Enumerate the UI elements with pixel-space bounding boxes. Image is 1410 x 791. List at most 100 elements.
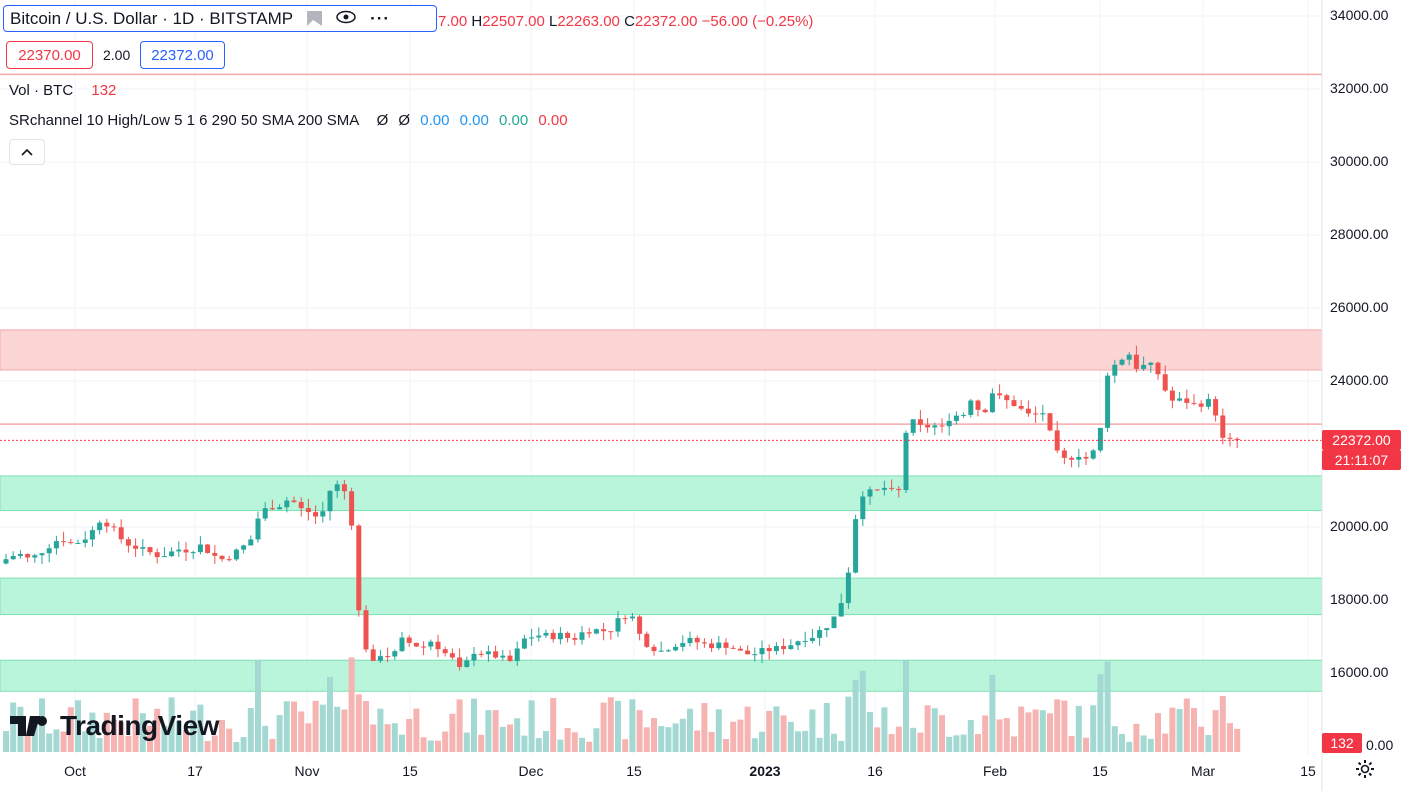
volume-bar (1176, 709, 1183, 752)
candle-body (255, 518, 261, 540)
candle-body (226, 559, 232, 561)
candle-body (493, 651, 499, 658)
spread-value: 2.00 (103, 47, 131, 63)
candle-body (61, 541, 67, 543)
candle-body (3, 559, 9, 564)
volume-bar (629, 699, 636, 752)
volume-bar (643, 727, 650, 752)
volume-bar (240, 737, 247, 752)
flag-icon[interactable] (307, 11, 323, 26)
volume-bar (89, 712, 96, 752)
volume-bar (751, 738, 758, 752)
price-axis-label: 16000.00 (1330, 664, 1389, 680)
candle-body (1148, 362, 1154, 365)
volume-bar (823, 702, 830, 752)
candle-body (341, 484, 347, 492)
volume-bar (82, 731, 89, 752)
volume-bar (384, 724, 391, 752)
candle-body (651, 646, 657, 652)
candle-body (392, 651, 398, 657)
time-axis-label: Nov (294, 763, 320, 779)
sell-price-button[interactable]: 22370.00 (6, 41, 93, 69)
buy-price-button[interactable]: 22372.00 (140, 41, 225, 69)
candle-body (608, 631, 614, 633)
volume-bar (1075, 705, 1082, 752)
volume-bar (1205, 734, 1212, 752)
candle-body (154, 552, 160, 558)
volume-bar (564, 728, 571, 752)
more-icon[interactable]: ··· (370, 8, 391, 28)
volume-bar (802, 730, 809, 752)
volume-bar (881, 707, 888, 752)
volume-bar (370, 724, 377, 752)
settings-gear-icon[interactable] (1355, 759, 1375, 785)
volume-bar (247, 707, 254, 752)
volume-bar (406, 719, 413, 752)
volume-bar (996, 719, 1003, 752)
volume-bar (1083, 737, 1089, 752)
volume-bar (255, 660, 261, 752)
volume-bar (1234, 728, 1241, 752)
volume-bar (190, 710, 197, 752)
candle-body (212, 552, 218, 556)
candle-body (716, 642, 722, 649)
candle-body (680, 643, 686, 647)
indicator-legend[interactable]: SRchannel 10 High/Low 5 1 6 290 50 SMA 2… (9, 112, 568, 129)
candle-body (759, 648, 765, 655)
candle-body (543, 632, 549, 636)
volume-bar (348, 657, 355, 752)
candle-body (111, 526, 117, 528)
volume-bar (269, 738, 276, 752)
candle-body (1141, 364, 1147, 369)
candle-body (349, 491, 355, 526)
candle-body (817, 630, 823, 638)
volume-bar (471, 698, 477, 752)
volume-bar (1169, 707, 1176, 752)
symbol-info[interactable]: Bitcoin / U.S. Dollar · 1D · BITSTAMP ··… (3, 5, 437, 32)
candle-body (536, 635, 542, 638)
volume-bar (46, 733, 53, 752)
candle-body (1162, 374, 1168, 391)
volume-bar (1025, 712, 1032, 752)
candle-body (104, 522, 110, 527)
volume-bar (175, 720, 182, 752)
candle-body (1119, 359, 1125, 365)
volume-bar (391, 723, 398, 752)
candle-body (1011, 400, 1017, 407)
candle-body (622, 618, 628, 620)
candle-body (125, 539, 131, 546)
candle-body (1018, 406, 1024, 409)
candle-body (1069, 457, 1075, 460)
candle-body (25, 554, 31, 558)
volume-bar (233, 741, 240, 752)
volume-bar (96, 737, 103, 752)
volume-bar (1212, 710, 1219, 752)
chevron-up-icon[interactable] (9, 139, 45, 165)
volume-bar (1183, 698, 1190, 752)
ohlc-values: 7.00 H22507.00 L22263.00 C22372.00 −56.0… (438, 13, 814, 30)
volume-bar (226, 728, 233, 752)
candle-body (205, 544, 211, 553)
eye-icon[interactable] (336, 9, 356, 29)
bar-countdown: 21:11:07 (1322, 450, 1401, 470)
volume-bar (319, 704, 326, 752)
volume-bar (283, 701, 290, 752)
candle-body (975, 400, 981, 410)
volume-bar (528, 700, 535, 752)
candle-body (781, 646, 787, 650)
candle-body (874, 489, 880, 491)
candle-body (39, 553, 45, 556)
volume-bar (1032, 709, 1039, 752)
time-axis-label: 2023 (749, 763, 781, 779)
volume-legend[interactable]: Vol · BTC 132 (9, 82, 117, 99)
tradingview-logo[interactable]: TradingView (10, 710, 219, 742)
volume-bar (809, 709, 816, 752)
candle-body (269, 508, 275, 510)
volume-bar (492, 710, 499, 752)
candle-body (1061, 450, 1067, 458)
volume-bar (327, 677, 333, 752)
candle-body (313, 512, 319, 517)
volume-bar (535, 738, 542, 752)
volume-bar (780, 715, 787, 752)
